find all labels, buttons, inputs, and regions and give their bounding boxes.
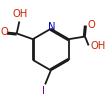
Text: O: O [88, 20, 96, 30]
Text: N: N [48, 22, 55, 32]
Text: I: I [42, 86, 45, 96]
Text: OH: OH [90, 41, 106, 51]
Text: OH: OH [12, 9, 27, 19]
Text: O: O [1, 27, 9, 37]
